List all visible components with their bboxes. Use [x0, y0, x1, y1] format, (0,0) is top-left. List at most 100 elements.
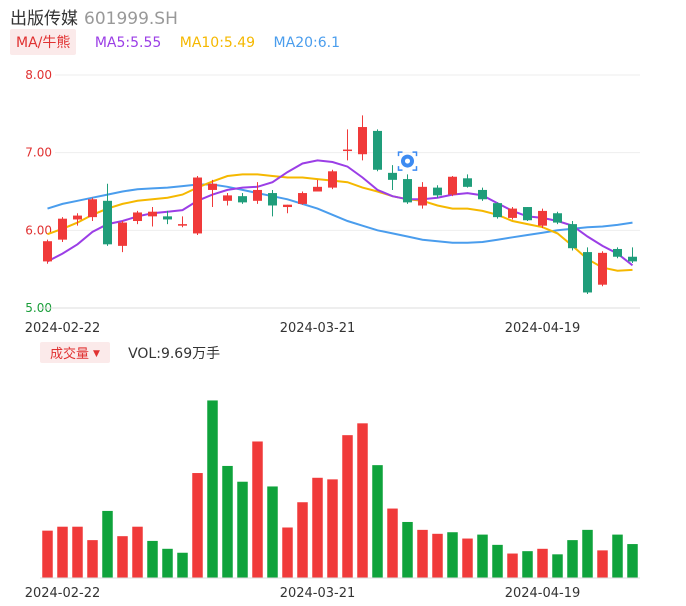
volume-bar[interactable]	[312, 477, 323, 578]
candle[interactable]	[478, 187, 487, 201]
candle-body	[283, 204, 292, 208]
volume-bar[interactable]	[57, 526, 68, 578]
volume-bar[interactable]	[42, 530, 53, 578]
candle-body	[493, 203, 502, 218]
volume-bar[interactable]	[612, 534, 623, 578]
candle[interactable]	[268, 189, 277, 217]
volume-bar[interactable]	[372, 465, 383, 578]
marker-bracket	[412, 166, 418, 171]
volume-bar[interactable]	[357, 423, 368, 578]
y-tick-label: 5.00	[25, 301, 52, 315]
volume-bar[interactable]	[507, 553, 518, 578]
ma5-value: MA5:5.55	[94, 35, 162, 51]
marker-bracket	[412, 151, 418, 157]
volume-bar[interactable]	[282, 527, 293, 578]
volume-bar[interactable]	[87, 540, 98, 578]
volume-bar[interactable]	[492, 544, 503, 578]
event-marker-icon[interactable]	[397, 151, 418, 171]
volume-bar[interactable]	[252, 441, 263, 578]
volume-bar[interactable]	[222, 465, 233, 578]
volume-bar[interactable]	[207, 400, 218, 578]
candle[interactable]	[103, 183, 112, 246]
volume-bar[interactable]	[567, 540, 578, 578]
candle[interactable]	[208, 179, 217, 208]
candle[interactable]	[583, 247, 592, 295]
volume-bar[interactable]	[387, 508, 398, 578]
volume-bar[interactable]	[417, 529, 428, 578]
volume-bar[interactable]	[237, 481, 248, 578]
candle[interactable]	[433, 185, 442, 198]
candle[interactable]	[628, 247, 637, 263]
candle[interactable]	[118, 221, 127, 253]
volume-selector-button[interactable]: 成交量 ▼	[40, 342, 110, 363]
volume-bar[interactable]	[432, 533, 443, 578]
volume-bar[interactable]	[162, 548, 173, 578]
candle[interactable]	[598, 251, 607, 287]
candle[interactable]	[238, 193, 247, 204]
candle[interactable]	[58, 217, 67, 242]
candle-body	[508, 208, 517, 218]
ma-selector-button[interactable]: MA/牛熊	[10, 29, 77, 55]
candle-body	[223, 195, 232, 201]
candle[interactable]	[418, 182, 427, 209]
ma20-value: MA20:6.1	[273, 35, 340, 51]
volume-bar[interactable]	[552, 554, 563, 578]
candle[interactable]	[298, 191, 307, 205]
candle[interactable]	[523, 207, 532, 222]
stock-header: 出版传媒 601999.SH	[10, 4, 178, 29]
volume-bar[interactable]	[267, 486, 278, 578]
candle[interactable]	[163, 210, 172, 225]
volume-bar[interactable]	[597, 550, 608, 578]
candle[interactable]	[373, 129, 382, 172]
volume-bar[interactable]	[447, 532, 458, 578]
candle[interactable]	[223, 193, 232, 206]
volume-bar[interactable]	[477, 534, 488, 578]
volume-bar[interactable]	[327, 479, 338, 578]
candle-body	[358, 127, 367, 155]
volume-bar[interactable]	[537, 548, 548, 578]
candle[interactable]	[463, 174, 472, 188]
candle[interactable]	[193, 175, 202, 235]
volume-bar[interactable]	[192, 473, 203, 578]
candle[interactable]	[493, 202, 502, 219]
candle[interactable]	[508, 207, 517, 220]
candle[interactable]	[388, 165, 397, 190]
candle[interactable]	[178, 216, 187, 228]
candle-body	[238, 196, 247, 203]
volume-bar[interactable]	[402, 521, 413, 578]
candle[interactable]	[88, 197, 97, 222]
candle[interactable]	[613, 247, 622, 259]
candle[interactable]	[43, 239, 52, 264]
volume-bar[interactable]	[147, 540, 158, 578]
volume-bar[interactable]	[132, 526, 143, 578]
candle[interactable]	[538, 208, 547, 229]
candle[interactable]	[313, 179, 322, 192]
candle[interactable]	[328, 169, 337, 190]
volume-bar[interactable]	[177, 552, 188, 578]
volume-bar[interactable]	[102, 510, 113, 578]
volume-bar[interactable]	[117, 536, 128, 578]
candle[interactable]	[343, 129, 352, 161]
candle[interactable]	[73, 213, 82, 226]
candle-body	[43, 241, 52, 262]
volume-bar[interactable]	[462, 538, 473, 578]
volume-bar[interactable]	[627, 544, 638, 578]
candle[interactable]	[448, 175, 457, 197]
volume-bar[interactable]	[72, 526, 83, 578]
candle[interactable]	[403, 174, 412, 204]
y-tick-label: 7.00	[25, 146, 52, 160]
candle[interactable]	[553, 211, 562, 225]
volume-bar[interactable]	[522, 551, 533, 578]
candle[interactable]	[568, 221, 577, 251]
candle[interactable]	[253, 182, 262, 204]
candle[interactable]	[133, 210, 142, 225]
volume-bar[interactable]	[342, 435, 353, 578]
candle[interactable]	[283, 204, 292, 214]
volume-bar[interactable]	[297, 502, 308, 578]
candle[interactable]	[148, 207, 157, 227]
volume-bar[interactable]	[582, 529, 593, 578]
volume-x-tick-label: 2024-03-21	[280, 586, 356, 601]
candle-body	[553, 213, 562, 223]
candle[interactable]	[358, 115, 367, 161]
